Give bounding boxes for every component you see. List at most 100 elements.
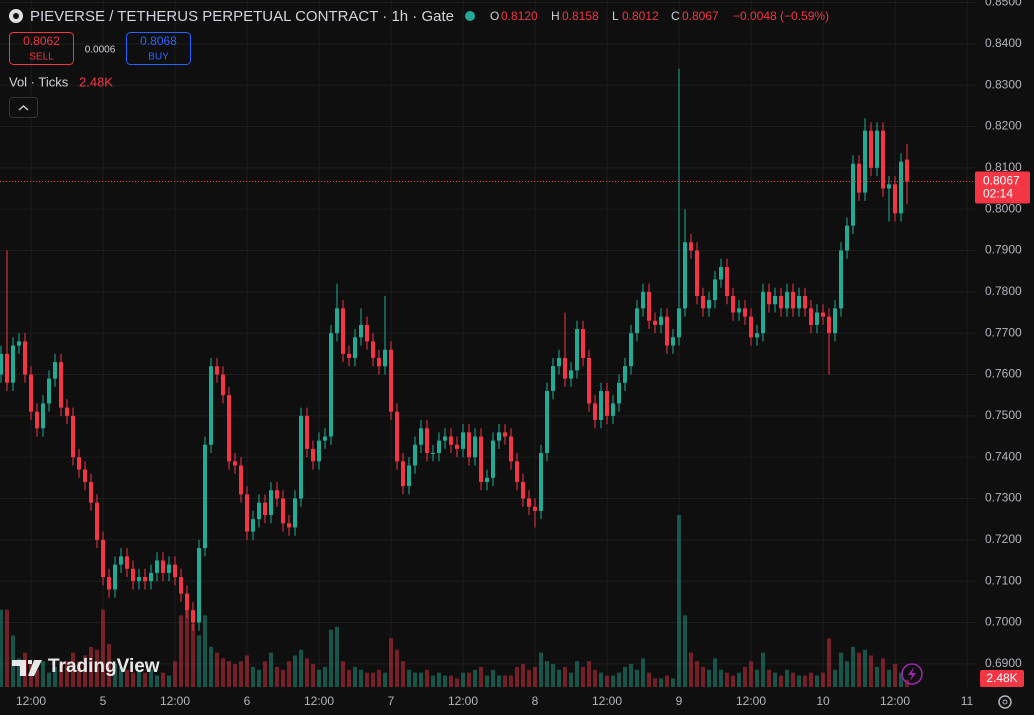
candle-body <box>5 353 9 383</box>
candle-body <box>149 572 153 582</box>
volume-bar <box>149 669 153 687</box>
candle-body <box>665 316 669 346</box>
volume-bar <box>803 675 807 687</box>
volume-bar <box>0 609 3 687</box>
volume-bar <box>455 678 459 687</box>
x-tick-label: 12:00 <box>16 694 46 708</box>
volume-bar <box>461 672 465 687</box>
symbol-logo-core <box>13 13 19 19</box>
candle-body <box>797 295 801 309</box>
volume-bar <box>569 672 573 687</box>
volume-bar <box>125 669 129 687</box>
candle-body <box>359 324 363 338</box>
candle-body <box>125 556 129 569</box>
candle-body <box>161 560 165 573</box>
candle-layer <box>0 68 909 631</box>
y-tick-label: 0.8000 <box>985 201 1022 215</box>
volume-bar <box>347 669 351 687</box>
volume-bar <box>731 675 735 687</box>
volume-bar <box>89 646 93 687</box>
y-tick-label: 0.7500 <box>985 408 1022 422</box>
candle-body <box>437 440 441 454</box>
y-tick-label: 0.8100 <box>985 160 1022 174</box>
volume-bar <box>827 638 831 687</box>
candle-body <box>653 320 657 325</box>
volume-bar <box>143 672 147 687</box>
ohlc-label: O <box>490 9 499 23</box>
volume-bar <box>899 672 903 687</box>
volume-bar <box>329 629 333 687</box>
volume-bar <box>479 666 483 687</box>
candle-body <box>815 312 819 325</box>
x-tick-label: 11 <box>961 694 974 708</box>
price-badge <box>975 171 1030 204</box>
volume-bar <box>233 664 237 687</box>
candle-body <box>233 461 237 466</box>
candle-body <box>809 308 813 325</box>
collapse-button[interactable] <box>9 97 38 118</box>
volume-bar <box>47 672 51 687</box>
sell-button[interactable] <box>9 32 74 65</box>
buy-button[interactable] <box>126 32 191 65</box>
candle-body <box>269 490 273 516</box>
volume-bar <box>575 661 579 687</box>
y-tick-label: 0.8300 <box>985 77 1022 91</box>
volume-bar <box>623 666 627 687</box>
y-tick-label: 0.7800 <box>985 284 1022 298</box>
volume-bar <box>215 652 219 687</box>
volume-bar <box>887 669 891 687</box>
x-tick-label: 5 <box>100 694 107 708</box>
volume-badge <box>980 670 1024 687</box>
candle-body <box>905 159 909 182</box>
candle-body <box>701 295 705 309</box>
bottom-right-controls <box>901 663 1012 709</box>
symbol-title[interactable]: PIEVERSE / TETHERUS PERPETUAL CONTRACT ·… <box>30 8 454 25</box>
candle-body <box>257 502 261 520</box>
candle-body <box>581 329 585 358</box>
volume-bar <box>77 661 81 687</box>
x-tick-label: 7 <box>388 694 395 708</box>
volume-bar <box>449 675 453 687</box>
volume-bar <box>857 652 861 687</box>
volume-bar <box>743 666 747 687</box>
volume-bar <box>881 658 885 687</box>
candle-body <box>677 308 681 338</box>
candle-body <box>113 564 117 590</box>
candle-body <box>593 403 597 420</box>
candle-body <box>179 577 183 594</box>
volume-bar <box>401 661 405 687</box>
candle-body <box>449 436 453 445</box>
volume-bar <box>653 678 657 687</box>
y-tick-label: 0.8200 <box>985 119 1022 133</box>
trade-buttons: 0.8062 SELL 0.0006 0.8068 BUY <box>9 32 191 65</box>
volume-bar <box>557 669 561 687</box>
candle-body <box>41 403 45 429</box>
volume-bar <box>389 638 393 687</box>
y-tick-label: 0.7600 <box>985 367 1022 381</box>
candle-body <box>101 539 105 578</box>
candle-body <box>575 329 579 371</box>
lightning-button[interactable] <box>901 663 923 685</box>
candle-body <box>17 341 21 346</box>
candle-body <box>35 411 39 429</box>
candle-body <box>185 593 189 611</box>
volume-bar <box>533 666 537 687</box>
volume-bar <box>281 669 285 687</box>
candle-body <box>455 444 459 449</box>
candle-body <box>869 130 873 168</box>
indicator-legend: Vol · Ticks 2.48K <box>9 74 113 118</box>
candle-body <box>383 349 387 367</box>
candle-body <box>845 225 849 251</box>
candle-body <box>263 502 267 516</box>
x-tick-label: 12:00 <box>160 694 190 708</box>
candle-body <box>65 407 69 416</box>
candle-body <box>299 415 303 499</box>
candle-body <box>761 291 765 334</box>
volume-bar <box>701 666 705 687</box>
candle-body <box>821 312 825 317</box>
volume-bar <box>35 669 39 687</box>
indicator-name[interactable]: Vol · Ticks <box>9 74 69 89</box>
volume-bar <box>197 635 201 687</box>
settings-button[interactable] <box>998 695 1012 709</box>
